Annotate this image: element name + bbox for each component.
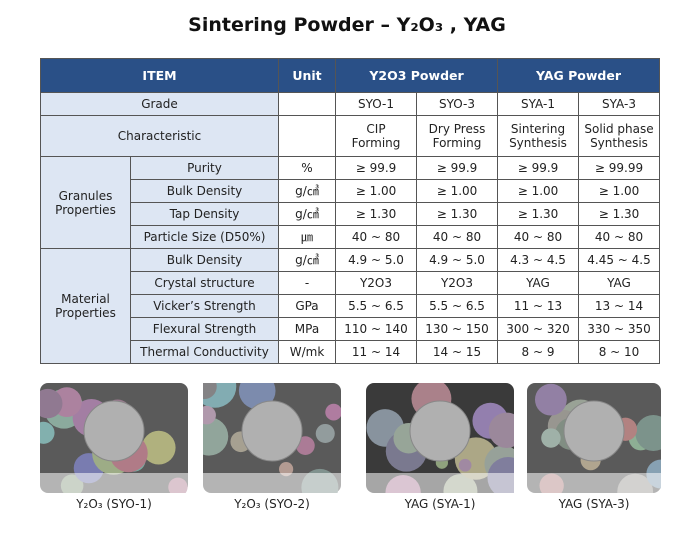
row-label: Tap Density [130,202,279,226]
table-row: Characteristic CIP Forming Dry Press Formi… [40,115,660,157]
value-cell: 4.9 ~ 5.0 [416,248,498,272]
value-cell: ≥ 99.99 [578,156,660,180]
unit-cell: GPa [278,294,336,318]
header-cell: Unit [278,58,336,93]
table-row: Granules Properties Purity% ≥ 99.9 ≥ 99.9 ≥ … [40,156,660,249]
value-cell: 13 ~ 14 [578,294,660,318]
table-row: Thermal Conductivity W/mk 11 ~ 14 14 ~ 15 8 … [41,340,660,364]
value-cell: 4.3 ~ 4.5 [497,248,579,272]
value-cell: 14 ~ 15 [416,340,498,364]
image-caption: Y₂O₃ (SYO-2) [234,497,310,511]
table-row: Vicker’s Strength GPa 5.5 ~ 6.5 5.5 ~ 6.5 11… [41,294,660,318]
table-row: Particle Size (D50%) ㎛ 40 ~ 80 40 ~ 80 40 ~ … [41,225,660,249]
row-label: Grade [40,92,279,116]
image-caption: YAG (SYA-3) [558,497,630,511]
value-cell: ≥ 1.00 [416,179,498,203]
value-cell: Y2O3 [416,271,498,295]
row-label: Particle Size (D50%) [130,225,279,249]
row-label: Bulk Density [130,248,279,272]
table-row: Tap Density g/㎤ ≥ 1.30 ≥ 1.30 ≥ 1.30 ≥ 1.30 [41,202,660,226]
value-cell: ≥ 1.30 [416,202,498,226]
spec-table: ITEM Unit Y2O3 Powder YAG Powder Grade SYO-1 S… [40,58,660,364]
value-cell: 110 ~ 140 [335,317,417,341]
value-cell: 11 ~ 14 [335,340,417,364]
header-cell: YAG Powder [497,58,660,93]
value-cell: 8 ~ 9 [497,340,579,364]
group-label: Material Properties [40,248,131,364]
value-cell: 40 ~ 80 [578,225,660,249]
row-label: Flexural Strength [130,317,279,341]
sem-image [527,383,661,493]
row-label: Bulk Density [130,179,279,203]
row-label: Thermal Conductivity [130,340,279,364]
value-cell: ≥ 99.9 [416,156,498,180]
row-label: Purity [130,156,279,180]
value-cell: 5.5 ~ 6.5 [335,294,417,318]
unit-cell: MPa [278,317,336,341]
table-row: Material Properties Bulk Density g/㎤ 4.9 ~ … [40,248,660,364]
value-cell: SYA-3 [578,92,660,116]
value-cell: ≥ 1.30 [335,202,417,226]
unit-cell [278,92,336,116]
sem-image [40,383,188,493]
unit-cell [278,115,336,157]
header-cell: Y2O3 Powder [335,58,498,93]
table-row: Grade SYO-1 SYO-3 SYA-1 SYA-3 [40,92,660,116]
value-cell: SYO-3 [416,92,498,116]
table-row: Flexural Strength MPa 110 ~ 140 130 ~ 150 30… [41,317,660,341]
group-label: Granules Properties [40,156,131,249]
unit-cell: % [278,156,336,180]
value-cell: YAG [578,271,660,295]
value-cell: ≥ 99.9 [335,156,417,180]
row-label: Vicker’s Strength [130,294,279,318]
value-cell: 8 ~ 10 [578,340,660,364]
value-cell: Sintering Synthesis [497,115,579,157]
value-cell: SYA-1 [497,92,579,116]
value-cell: 4.9 ~ 5.0 [335,248,417,272]
value-cell: SYO-1 [335,92,417,116]
value-cell: YAG [497,271,579,295]
value-cell: ≥ 1.30 [497,202,579,226]
value-cell: 330 ~ 350 [578,317,660,341]
unit-cell: g/㎤ [278,202,336,226]
value-cell: 40 ~ 80 [335,225,417,249]
image-caption: Y₂O₃ (SYO-1) [76,497,152,511]
unit-cell: g/㎤ [278,248,336,272]
value-cell: Y2O3 [335,271,417,295]
value-cell: 130 ~ 150 [416,317,498,341]
value-cell: Dry Press Forming [416,115,498,157]
row-label: Characteristic [40,115,279,157]
value-cell: 40 ~ 80 [497,225,579,249]
table-row: ITEM Unit Y2O3 Powder YAG Powder [40,58,660,93]
unit-cell: ㎛ [278,225,336,249]
value-cell: 11 ~ 13 [497,294,579,318]
value-cell: CIP Forming [335,115,417,157]
unit-cell: - [278,271,336,295]
value-cell: ≥ 1.00 [497,179,579,203]
table-row: Bulk Density g/㎤ ≥ 1.00 ≥ 1.00 ≥ 1.00 ≥ 1.00 [41,179,660,203]
value-cell: ≥ 1.00 [335,179,417,203]
sem-image [366,383,514,493]
value-cell: 5.5 ~ 6.5 [416,294,498,318]
value-cell: ≥ 1.30 [578,202,660,226]
row-label: Crystal structure [130,271,279,295]
value-cell: ≥ 99.9 [497,156,579,180]
value-cell: ≥ 1.00 [578,179,660,203]
table-row: Crystal structure - Y2O3 Y2O3 YAG YAG [41,271,660,295]
header-cell: ITEM [40,58,279,93]
value-cell: 300 ~ 320 [497,317,579,341]
unit-cell: g/㎤ [278,179,336,203]
unit-cell: W/mk [278,340,336,364]
value-cell: Solid phase Synthesis [578,115,660,157]
value-cell: 40 ~ 80 [416,225,498,249]
value-cell: 4.45 ~ 4.5 [578,248,660,272]
sem-image [203,383,341,493]
image-caption: YAG (SYA-1) [404,497,476,511]
page-title: Sintering Powder – Y₂O₃ , YAG [188,14,506,36]
